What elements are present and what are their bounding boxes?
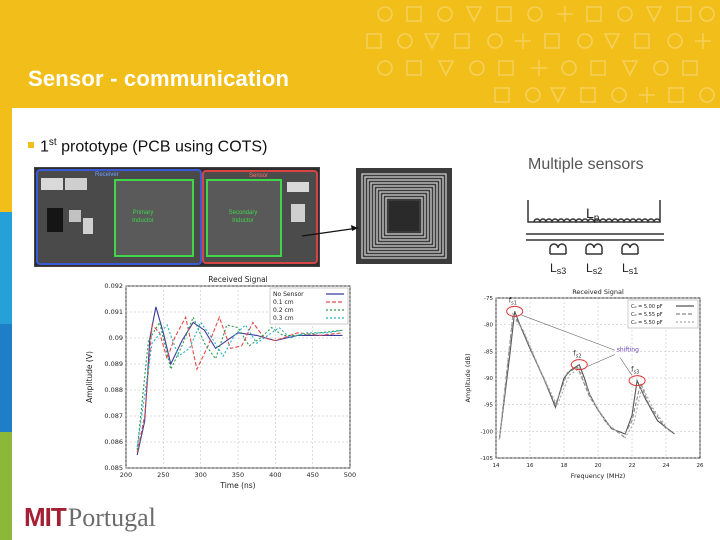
y-tick-label: -75 bbox=[484, 296, 493, 302]
shifting-label: shifting bbox=[617, 346, 639, 353]
x-tick-label: 300 bbox=[194, 471, 206, 479]
x-tick-label: 350 bbox=[232, 471, 244, 479]
page-title: Sensor - communication bbox=[28, 66, 290, 91]
x-tick-label: 450 bbox=[306, 471, 318, 479]
x-tick-label: 18 bbox=[561, 463, 568, 469]
y-tick-label: 0.091 bbox=[104, 308, 123, 316]
bullet-text-superscript: st bbox=[48, 137, 57, 148]
logo-portugal: Portugal bbox=[67, 503, 156, 532]
pcb-secondary-label-2: Inductor bbox=[232, 218, 254, 224]
left-stripe-blue bbox=[0, 324, 12, 432]
series-line bbox=[498, 315, 670, 440]
bullet-icon bbox=[28, 142, 34, 149]
legend-entry: 0.1 cm bbox=[273, 299, 294, 306]
peak-label-sub: s3 bbox=[634, 370, 640, 376]
y-tick-label: 0.087 bbox=[104, 412, 123, 420]
shift-arrow bbox=[587, 354, 616, 367]
peak-marker bbox=[628, 375, 646, 387]
left-stripe-green bbox=[0, 432, 12, 540]
y-tick-label: 0.09 bbox=[109, 334, 123, 342]
pcb-sensor-label: Sensor bbox=[249, 173, 268, 179]
header-band: Sensor - communication bbox=[0, 0, 720, 108]
header-pictogram-pattern bbox=[366, 6, 715, 104]
y-tick-label: -85 bbox=[484, 349, 493, 355]
legend-entry: 0.2 cm bbox=[273, 307, 294, 314]
pcb-receiver-label: Receiver bbox=[95, 172, 119, 178]
pcb-secondary-label: Secondary bbox=[229, 210, 258, 216]
pcb-primary-label-2: Inductor bbox=[132, 218, 154, 224]
legend-entry: C₀ = 5.55 pF bbox=[631, 312, 663, 318]
peak-label: fs2 bbox=[573, 350, 581, 360]
x-tick-label: 14 bbox=[493, 463, 500, 469]
left-stripe-light-blue bbox=[0, 212, 12, 324]
y-tick-label: 0.088 bbox=[104, 386, 123, 394]
multiple-sensors-schematic: Lp Ls3 Ls2 Ls1 bbox=[526, 200, 664, 276]
pcb-photo-drawing: Receiver Sensor Primary Inductor Seconda… bbox=[35, 168, 319, 266]
legend-entry: C₀ = 5.00 pF bbox=[631, 304, 663, 310]
y-axis-label: Amplitude (V) bbox=[85, 351, 94, 403]
multiple-sensors-label: Multiple sensors bbox=[528, 156, 644, 173]
ls1-label: Ls1 bbox=[622, 261, 638, 276]
series-line bbox=[136, 321, 343, 448]
series-line bbox=[136, 306, 343, 456]
peak-marker bbox=[506, 305, 524, 317]
shift-arrow bbox=[521, 314, 616, 351]
peak-label-sub: s1 bbox=[511, 300, 517, 306]
y-tick-label: 0.092 bbox=[104, 282, 123, 290]
x-tick-label: 200 bbox=[120, 471, 132, 479]
left-stripe-yellow bbox=[0, 108, 12, 212]
chart-time-svg: 200 250 300 350 400 450 500 0.085 0.086 0.087 0.08… bbox=[85, 275, 356, 490]
chart-title: Received Signal bbox=[572, 288, 624, 296]
peak-label-sub: s2 bbox=[576, 354, 582, 360]
series-line bbox=[498, 311, 675, 440]
coil-photo bbox=[356, 168, 452, 264]
x-tick-label: 250 bbox=[157, 471, 169, 479]
legend-box bbox=[627, 299, 699, 329]
bullet-text-number: 1 bbox=[40, 138, 49, 156]
chart-frequency-svg: 14 16 18 20 22 24 26 -75 -80 -85 -90 -95 -100 -105 Rec… bbox=[464, 288, 704, 480]
legend-entry: 0.3 cm bbox=[273, 315, 294, 322]
y-tick-label: -100 bbox=[481, 429, 494, 435]
y-tick-label: -105 bbox=[481, 456, 494, 462]
x-axis-label: Time (ns) bbox=[219, 481, 255, 490]
x-tick-label: 16 bbox=[527, 463, 534, 469]
x-tick-label: 22 bbox=[629, 463, 636, 469]
y-tick-label: -80 bbox=[484, 323, 493, 329]
x-axis-label: Frequency (MHz) bbox=[571, 472, 626, 480]
lp-label: Lp bbox=[586, 205, 600, 224]
x-tick-label: 500 bbox=[344, 471, 356, 479]
shift-arrow bbox=[619, 357, 633, 376]
y-tick-label: -95 bbox=[484, 403, 493, 409]
legend-entry: C₀ = 5.50 pF bbox=[631, 320, 663, 326]
mit-portugal-logo: MITPortugal bbox=[24, 502, 156, 532]
ls3-label: Ls3 bbox=[550, 261, 566, 276]
pcb-primary-label: Primary bbox=[133, 210, 154, 216]
series-line bbox=[136, 315, 343, 453]
y-tick-label: 0.085 bbox=[104, 464, 123, 472]
spiral-coil-drawing bbox=[356, 168, 452, 264]
x-tick-label: 400 bbox=[269, 471, 281, 479]
peak-label: fs1 bbox=[509, 296, 517, 306]
x-tick-label: 20 bbox=[595, 463, 602, 469]
peak-label: fs3 bbox=[631, 366, 639, 376]
x-tick-label: 24 bbox=[663, 463, 670, 469]
pcb-prototype-photo: Receiver Sensor Primary Inductor Seconda… bbox=[34, 167, 320, 267]
peak-marker bbox=[570, 359, 588, 371]
y-tick-label: 0.089 bbox=[104, 360, 123, 368]
x-tick-label: 26 bbox=[697, 463, 704, 469]
ls2-label: Ls2 bbox=[586, 261, 602, 276]
legend-entry: No Sensor bbox=[273, 291, 304, 298]
bullet-text: prototype (PCB using COTS) bbox=[56, 138, 268, 156]
chart-frequency-domain: 14 16 18 20 22 24 26 -75 -80 -85 -90 -95 -100 -105 Rec… bbox=[462, 286, 714, 482]
logo-mit: MIT bbox=[24, 502, 67, 532]
y-axis-label: Amplitude (dB) bbox=[464, 353, 472, 402]
chart-time-domain: 200 250 300 350 400 450 500 0.085 0.086 0.087 0.08… bbox=[84, 272, 364, 500]
chart-title: Received Signal bbox=[208, 275, 268, 284]
bullet-item: 1st prototype (PCB using COTS) bbox=[28, 137, 267, 156]
y-tick-label: -90 bbox=[484, 376, 493, 382]
y-tick-label: 0.086 bbox=[104, 438, 123, 446]
